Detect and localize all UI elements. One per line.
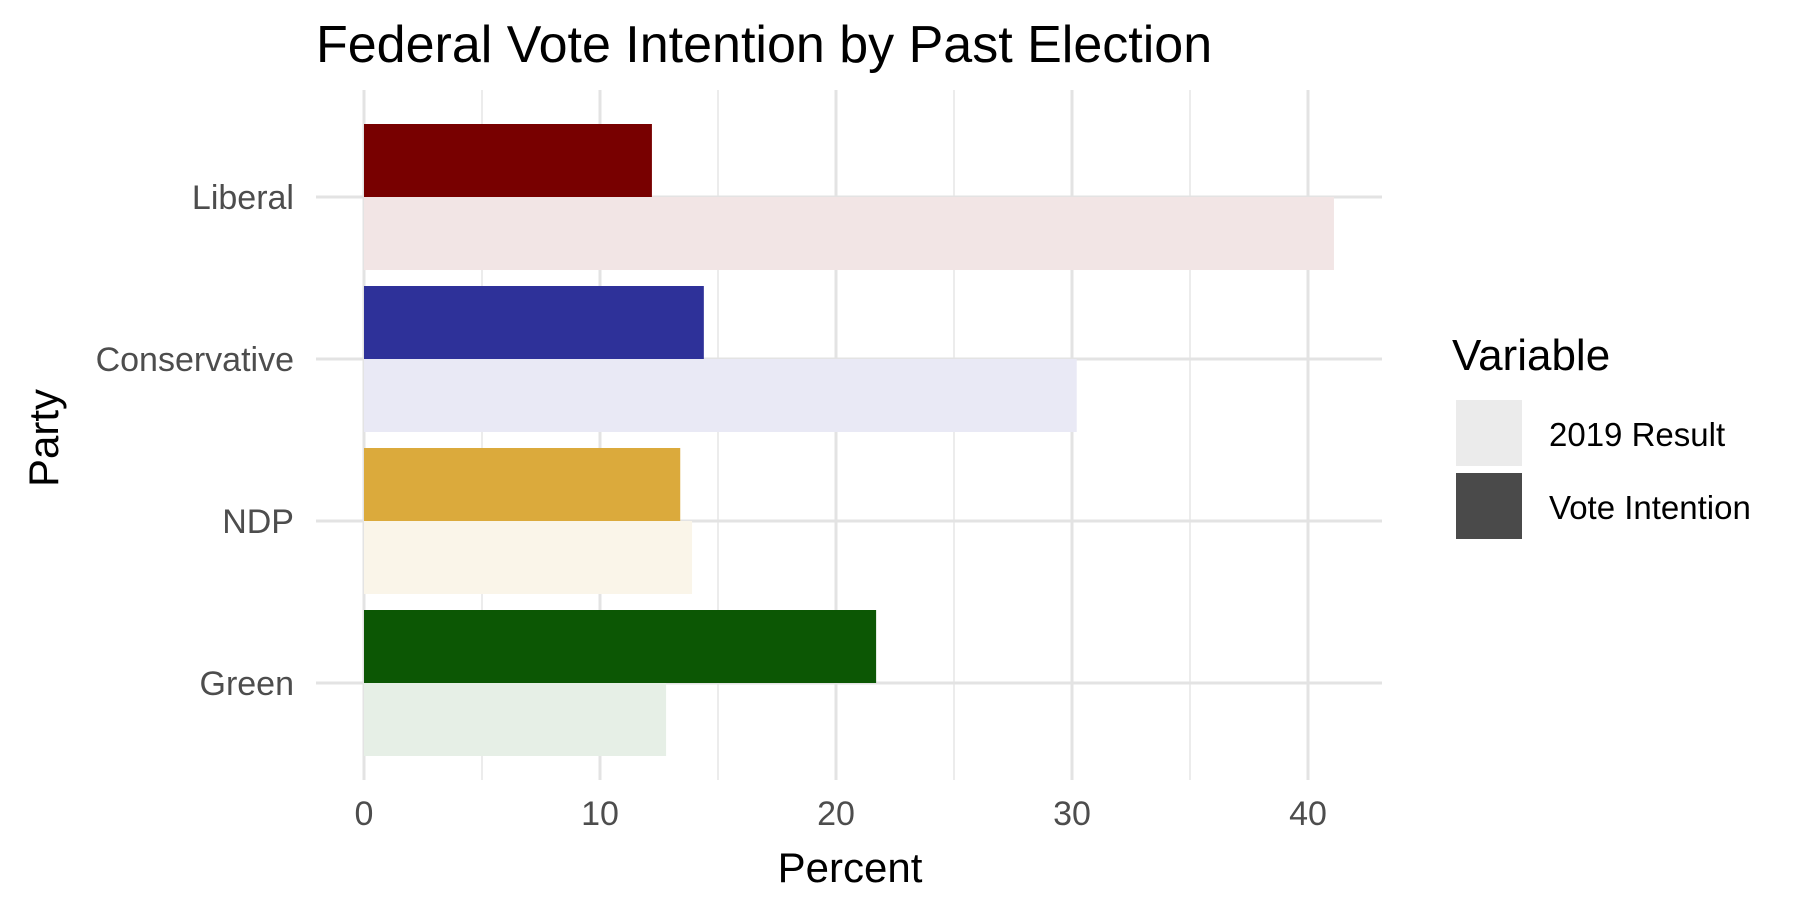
bars [364, 124, 1334, 756]
bar-vote-intention-ndp [364, 448, 681, 521]
legend-key-vote-intention [1456, 473, 1522, 539]
bar-2019-result-liberal [364, 197, 1334, 270]
tick-labels: Liberal Conservative NDP Green 0 10 20 30 40 [96, 179, 1327, 833]
x-tick-label: 30 [1053, 795, 1091, 833]
bar-vote-intention-green [364, 610, 877, 683]
bar-vote-intention-conservative [364, 286, 704, 359]
y-axis-title: Party [20, 389, 67, 487]
bar-2019-result-ndp [364, 521, 693, 594]
legend-label-2019-result: 2019 Result [1549, 416, 1725, 453]
y-tick-label: NDP [222, 503, 294, 541]
y-tick-label: Green [200, 665, 295, 703]
x-axis-title: Percent [778, 844, 923, 891]
legend-key-2019-result [1456, 400, 1522, 466]
x-tick-label: 0 [355, 795, 374, 833]
bar-2019-result-conservative [364, 359, 1077, 432]
chart-title: Federal Vote Intention by Past Election [316, 16, 1212, 74]
legend-title: Variable [1452, 331, 1610, 380]
legend-label-vote-intention: Vote Intention [1549, 489, 1751, 526]
legend: Variable 2019 Result Vote Intention [1452, 331, 1751, 539]
x-tick-label: 40 [1289, 795, 1327, 833]
bar-vote-intention-liberal [364, 124, 652, 197]
y-tick-label: Liberal [192, 179, 294, 217]
x-tick-label: 20 [817, 795, 855, 833]
x-tick-label: 10 [581, 795, 619, 833]
y-tick-label: Conservative [96, 341, 294, 379]
bar-2019-result-green [364, 683, 667, 756]
